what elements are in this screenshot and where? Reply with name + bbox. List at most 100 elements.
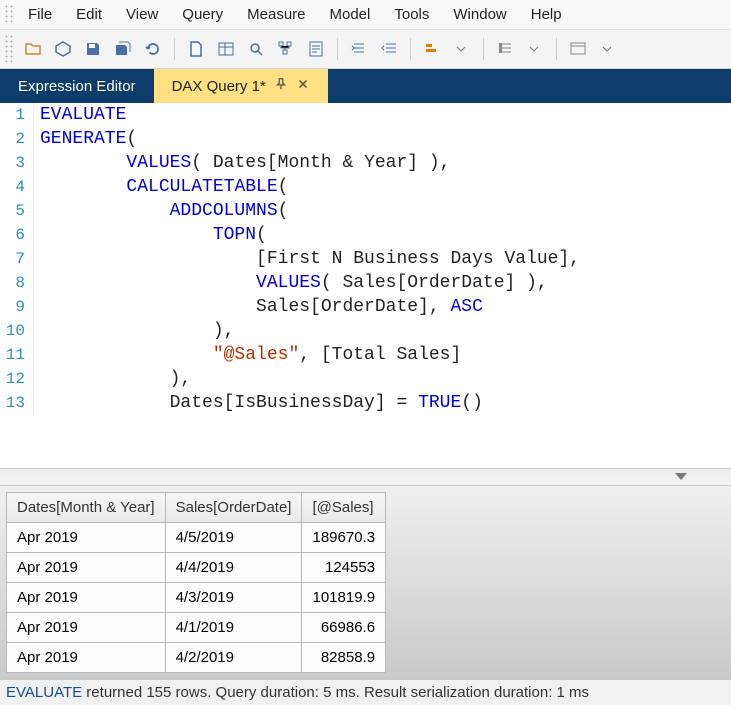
line-number: 8 [0,271,34,295]
line-number: 13 [0,391,34,415]
table-cell[interactable]: 66986.6 [302,613,386,643]
table-cell[interactable]: Apr 2019 [7,553,166,583]
code-text[interactable]: "@Sales", [Total Sales] [34,343,461,367]
tab-label: DAX Query 1* [172,78,266,95]
menu-measure[interactable]: Measure [239,4,313,25]
code-text[interactable]: [First N Business Days Value], [34,247,580,271]
table-icon[interactable] [213,36,239,62]
tree-icon[interactable] [273,36,299,62]
cube-icon[interactable] [50,36,76,62]
dropdown-icon[interactable] [595,36,621,62]
line-number: 11 [0,343,34,367]
code-editor[interactable]: 1EVALUATE2GENERATE(3 VALUES( Dates[Month… [0,103,731,468]
code-line[interactable]: 10 ), [0,319,731,343]
table-header-row: Dates[Month & Year]Sales[OrderDate][@Sal… [7,493,386,523]
script-icon[interactable] [303,36,329,62]
column-header[interactable]: [@Sales] [302,493,386,523]
drag-handle[interactable] [4,34,14,64]
window-icon[interactable] [565,36,591,62]
align-icon[interactable] [492,36,518,62]
menu-view[interactable]: View [118,4,166,25]
table-cell[interactable]: 4/4/2019 [165,553,302,583]
menu-query[interactable]: Query [174,4,231,25]
column-header[interactable]: Sales[OrderDate] [165,493,302,523]
menu-tools[interactable]: Tools [386,4,437,25]
drag-handle[interactable] [4,4,14,25]
table-cell[interactable]: 4/5/2019 [165,523,302,553]
code-text[interactable]: Sales[OrderDate], ASC [34,295,483,319]
code-line[interactable]: 5 ADDCOLUMNS( [0,199,731,223]
pin-icon[interactable] [274,77,288,95]
code-line[interactable]: 9 Sales[OrderDate], ASC [0,295,731,319]
align-dd-icon[interactable] [522,36,548,62]
menu-window[interactable]: Window [445,4,514,25]
format-icon[interactable] [419,36,445,62]
table-row[interactable]: Apr 20194/3/2019101819.9 [7,583,386,613]
code-text[interactable]: ), [34,319,234,343]
close-icon[interactable] [296,77,310,95]
table-row[interactable]: Apr 20194/5/2019189670.3 [7,523,386,553]
save-icon[interactable] [80,36,106,62]
refresh-icon[interactable] [140,36,166,62]
format-dd-icon[interactable] [449,36,475,62]
code-text[interactable]: TOPN( [34,223,267,247]
statusbar: EVALUATE returned 155 rows. Query durati… [0,679,731,705]
chevron-down-icon[interactable] [675,473,687,480]
code-line[interactable]: 2GENERATE( [0,127,731,151]
code-text[interactable]: VALUES( Dates[Month & Year] ), [34,151,450,175]
table-row[interactable]: Apr 20194/2/201982858.9 [7,643,386,673]
toolbar-separator [337,38,338,60]
code-text[interactable]: Dates[IsBusinessDay] = TRUE() [34,391,483,415]
code-line[interactable]: 1EVALUATE [0,103,731,127]
indent-icon[interactable] [346,36,372,62]
table-cell[interactable]: 101819.9 [302,583,386,613]
outdent-icon[interactable] [376,36,402,62]
find-icon[interactable] [243,36,269,62]
code-line[interactable]: 6 TOPN( [0,223,731,247]
table-row[interactable]: Apr 20194/1/201966986.6 [7,613,386,643]
code-text[interactable]: GENERATE( [34,127,137,151]
toolbar-separator [410,38,411,60]
table-cell[interactable]: 189670.3 [302,523,386,553]
code-text[interactable]: ), [34,367,191,391]
line-number: 6 [0,223,34,247]
code-line[interactable]: 8 VALUES( Sales[OrderDate] ), [0,271,731,295]
line-number: 12 [0,367,34,391]
menu-model[interactable]: Model [322,4,379,25]
code-line[interactable]: 11 "@Sales", [Total Sales] [0,343,731,367]
results-table[interactable]: Dates[Month & Year]Sales[OrderDate][@Sal… [6,492,386,673]
tab-dax-query-1-[interactable]: DAX Query 1* [154,69,328,103]
tab-strip: Expression Editor DAX Query 1* [0,69,731,103]
code-text[interactable]: VALUES( Sales[OrderDate] ), [34,271,548,295]
code-text[interactable]: CALCULATETABLE( [34,175,288,199]
document-icon[interactable] [183,36,209,62]
table-cell[interactable]: Apr 2019 [7,643,166,673]
table-cell[interactable]: Apr 2019 [7,583,166,613]
table-cell[interactable]: Apr 2019 [7,523,166,553]
menu-file[interactable]: File [20,4,60,25]
save-all-icon[interactable] [110,36,136,62]
tab-expression-editor[interactable]: Expression Editor [0,69,154,103]
code-line[interactable]: 12 ), [0,367,731,391]
code-text[interactable]: EVALUATE [34,103,126,127]
table-cell[interactable]: 4/3/2019 [165,583,302,613]
table-cell[interactable]: Apr 2019 [7,613,166,643]
column-header[interactable]: Dates[Month & Year] [7,493,166,523]
menu-edit[interactable]: Edit [68,4,110,25]
code-text[interactable]: ADDCOLUMNS( [34,199,288,223]
splitter[interactable] [0,468,731,486]
table-cell[interactable]: 4/2/2019 [165,643,302,673]
code-line[interactable]: 13 Dates[IsBusinessDay] = TRUE() [0,391,731,415]
code-line[interactable]: 3 VALUES( Dates[Month & Year] ), [0,151,731,175]
tab-label: Expression Editor [18,78,136,95]
folder-open-icon[interactable] [20,36,46,62]
table-cell[interactable]: 82858.9 [302,643,386,673]
toolbar-separator [174,38,175,60]
table-row[interactable]: Apr 20194/4/2019124553 [7,553,386,583]
menu-help[interactable]: Help [523,4,570,25]
table-cell[interactable]: 4/1/2019 [165,613,302,643]
code-line[interactable]: 4 CALCULATETABLE( [0,175,731,199]
toolbar-separator [483,38,484,60]
table-cell[interactable]: 124553 [302,553,386,583]
code-line[interactable]: 7 [First N Business Days Value], [0,247,731,271]
